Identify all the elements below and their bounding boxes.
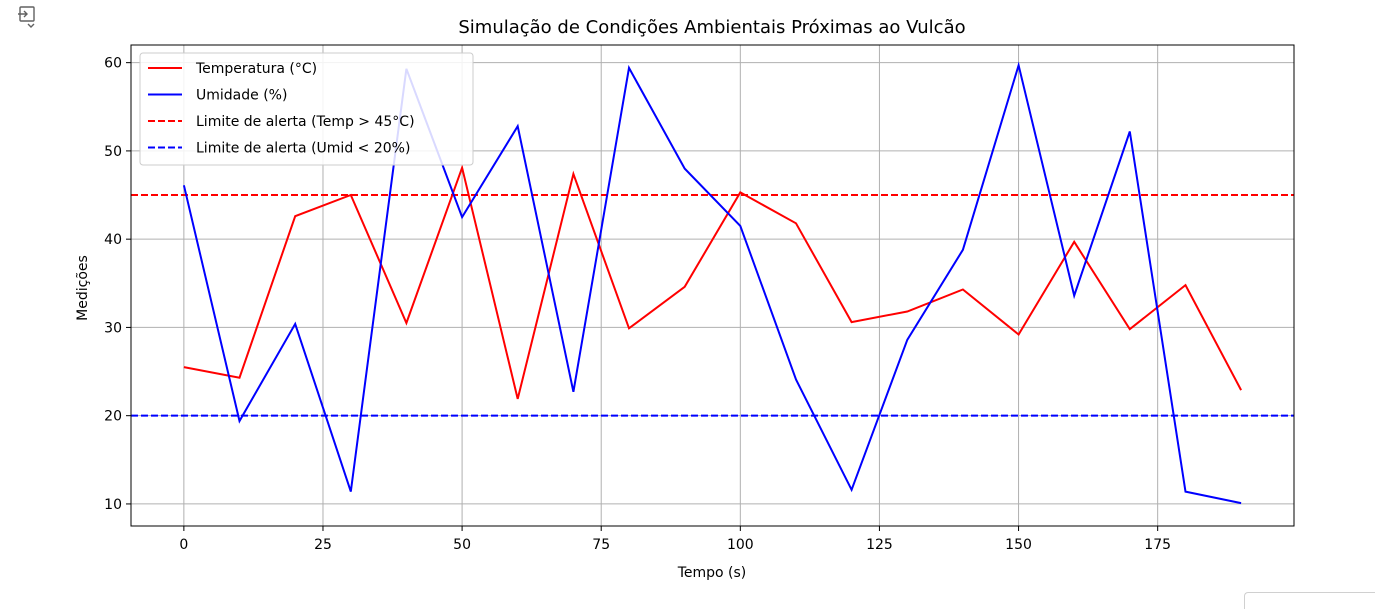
- output-toolbar: [1244, 592, 1375, 609]
- x-tick-label: 0: [179, 537, 188, 553]
- y-tick-label: 20: [104, 409, 122, 425]
- series-line-0: [184, 168, 1241, 399]
- threshold-lines: [131, 195, 1294, 416]
- x-tick-label: 125: [866, 537, 893, 553]
- legend: Temperatura (°C) Umidade (%) Limite de ale…: [140, 53, 473, 165]
- y-tick-label: 10: [104, 497, 122, 513]
- x-tick-label: 100: [727, 537, 754, 553]
- y-tick-label: 60: [104, 56, 122, 72]
- line-chart: 0 25 50 75 100 125 150 175 10 20 30 40 50 60 Simulaçã…: [0, 0, 1375, 592]
- x-axis-label: Tempo (s): [677, 565, 747, 581]
- legend-label: Temperatura (°C): [195, 61, 317, 77]
- legend-label: Umidade (%): [196, 88, 287, 104]
- x-tick-label: 25: [314, 537, 332, 553]
- y-tick-label: 40: [104, 232, 122, 248]
- chart-title: Simulação de Condições Ambientais Próxim…: [458, 17, 965, 38]
- y-axis-label: Medições: [75, 255, 91, 321]
- legend-label: Limite de alerta (Umid < 20%): [196, 141, 410, 157]
- x-tick-label: 175: [1144, 537, 1171, 553]
- legend-label: Limite de alerta (Temp > 45°C): [196, 114, 415, 130]
- x-tick-label: 75: [592, 537, 610, 553]
- x-tick-label: 150: [1005, 537, 1032, 553]
- x-tick-label: 50: [453, 537, 471, 553]
- y-tick-label: 50: [104, 144, 122, 160]
- y-tick-label: 30: [104, 320, 122, 336]
